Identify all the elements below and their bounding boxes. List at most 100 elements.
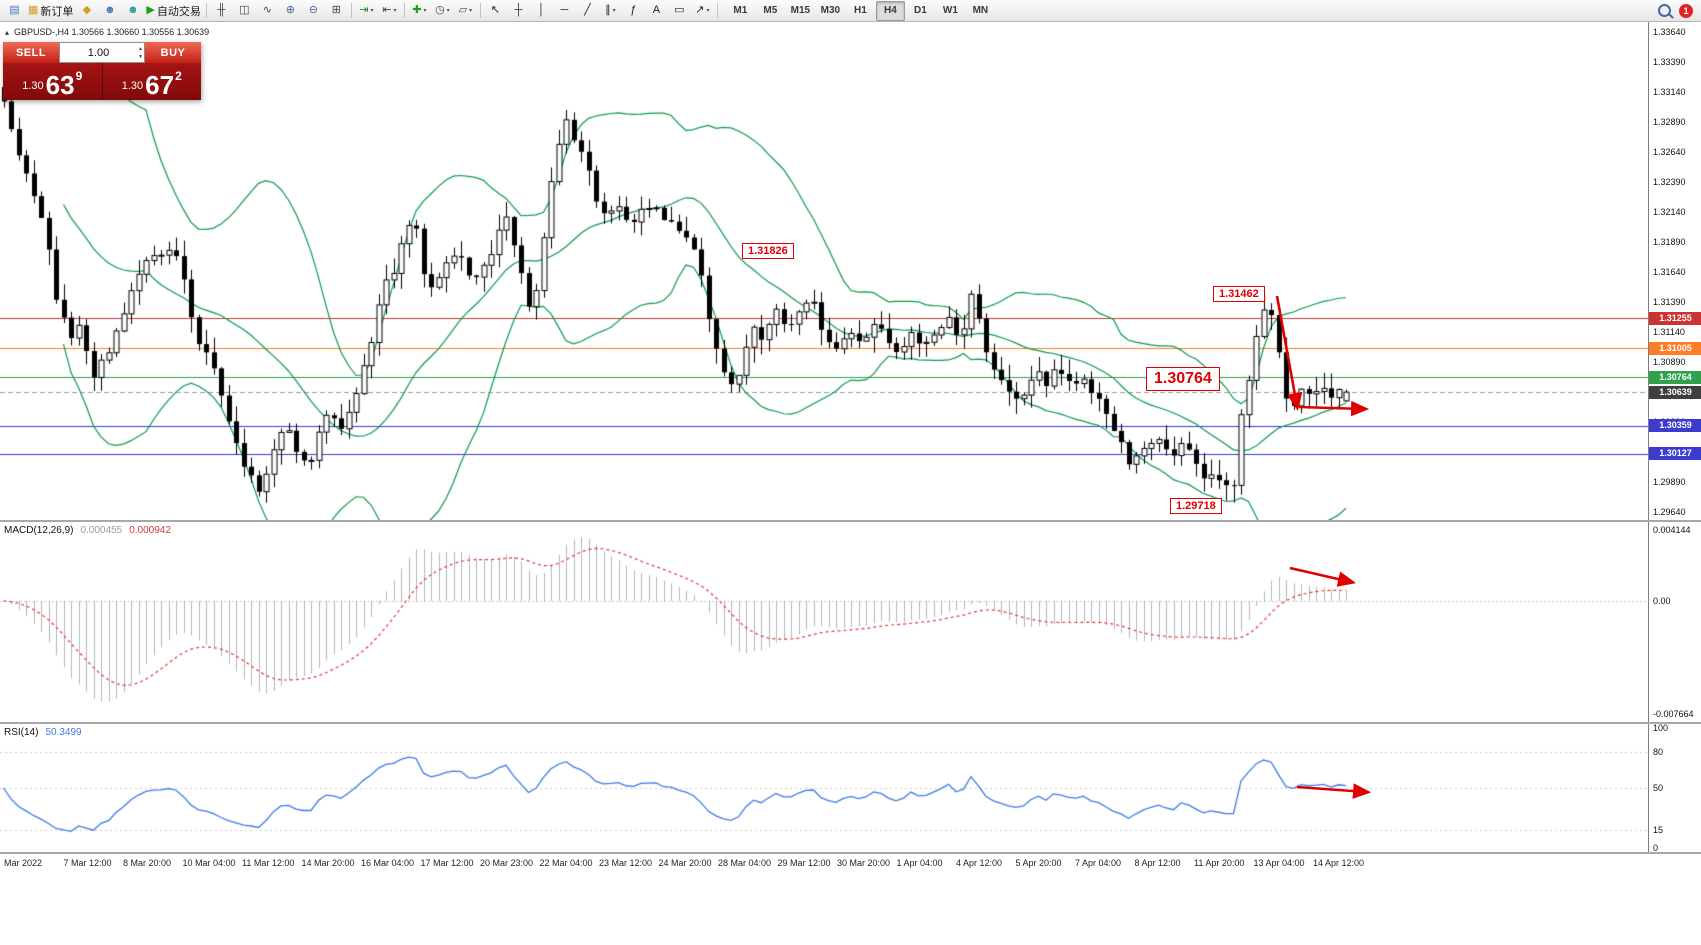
crosshair-tool-button[interactable]: ┼ — [507, 1, 530, 20]
arrows-tool-button[interactable]: ↗ ▾ — [691, 1, 714, 20]
label-tool-button[interactable]: ▭ — [668, 1, 691, 20]
timeframe-w1-button[interactable]: W1 — [942, 5, 958, 16]
bar-chart-mode-button[interactable]: ╫ — [210, 1, 233, 20]
horizontal-line-tool-button[interactable]: ─ — [553, 1, 576, 20]
symbol-ohlc-label: ▴ GBPUSD-,H4 1.30566 1.30660 1.30556 1.3… — [5, 27, 209, 37]
time-axis-label: 5 Apr 20:00 — [1015, 858, 1062, 868]
timeframe-m15-button[interactable]: M15 — [790, 5, 811, 16]
bar-chart-mode-icon: ╫ — [217, 4, 226, 16]
macd-axis[interactable]: 0.004144 0.00 -0.007664 — [1648, 522, 1701, 722]
volume-input[interactable] — [60, 42, 144, 63]
price-tick-label: 1.32890 — [1653, 117, 1686, 127]
vertical-line-tool-icon: │ — [537, 4, 545, 16]
buy-button[interactable]: BUY — [145, 42, 201, 63]
time-axis-label: 11 Mar 12:00 — [242, 858, 295, 868]
timeframe-d1-button[interactable]: D1 — [913, 5, 927, 16]
text-tool-button[interactable]: A — [645, 1, 668, 20]
zoom-out-button[interactable]: ⊖ — [302, 1, 325, 20]
price-tick-label: 1.32390 — [1653, 177, 1686, 187]
toolbar: ▤ ▦ 新订单 ◆ ☻ ☻ ▶ 自动交易 ╫ ◫ ∿ ⊕ ⊖ ⊞ ⇥ ▾ ⇤ ▾ ✚ ▾ ◷ ▾ ▱ ▾ ↖ ┼ │ ─ ╱ ∥ ▾ ƒ A ▭ ↗… — [0, 0, 1701, 22]
chart-shift-button[interactable]: ⇤ ▾ — [378, 1, 401, 20]
timeframe-m30-button[interactable]: M30 — [820, 5, 841, 16]
new-chart-button[interactable]: ▤ — [3, 1, 26, 20]
panel-separator[interactable] — [0, 520, 1701, 522]
price-annotation[interactable]: 1.31826 — [742, 243, 794, 259]
volume-field: ▲▼ — [59, 42, 145, 63]
price-tick-label: 1.32640 — [1653, 147, 1686, 157]
macd-label: MACD(12,26,9) 0.000455 0.000942 — [4, 525, 171, 536]
periods-icon: ◷ — [435, 4, 445, 16]
time-axis-label: 17 Mar 12:00 — [420, 858, 474, 868]
price-tick-label: 1.29890 — [1653, 477, 1686, 487]
autotrading-icon: ▶ — [146, 4, 155, 16]
buy-price-display[interactable]: 1.30 67 2 — [101, 63, 202, 100]
time-axis[interactable]: Mar 2022 7 Mar 12:00 8 Mar 20:00 10 Mar 04:… — [0, 854, 1701, 874]
price-tick-label: 1.31890 — [1653, 237, 1686, 247]
panel-separator[interactable] — [0, 722, 1701, 724]
new-order-icon: ▦ — [28, 4, 39, 16]
new-order-button[interactable]: ▦ 新订单 — [26, 1, 75, 20]
sell-button[interactable]: SELL — [3, 42, 59, 63]
timeframe-m1-button[interactable]: M1 — [733, 5, 748, 16]
mql-community-button[interactable]: ◆ — [75, 1, 98, 20]
panel-separator[interactable] — [0, 852, 1701, 854]
autotrading-button[interactable]: ▶ 自动交易 — [144, 1, 202, 20]
timeframe-mn-button[interactable]: MN — [972, 5, 989, 16]
rsi-axis-label: 100 — [1653, 723, 1669, 733]
templates-button[interactable]: ▱ ▾ — [454, 1, 477, 20]
rsi-axis-label: 80 — [1653, 747, 1664, 757]
symbol-ohlc-text: GBPUSD-,H4 1.30566 1.30660 1.30556 1.306… — [14, 27, 210, 37]
expert-advisors-button[interactable]: ☻ — [98, 1, 121, 20]
sell-price-display[interactable]: 1.30 63 9 — [3, 63, 102, 100]
fibonacci-tool-button[interactable]: ƒ — [622, 1, 645, 20]
toolbar-separator — [205, 3, 207, 18]
time-axis-label: 23 Mar 12:00 — [599, 858, 653, 868]
macd-signal-value: 0.000942 — [129, 525, 171, 536]
dropdown-caret-icon: ▾ — [469, 8, 473, 14]
candlestick-mode-button[interactable]: ◫ — [233, 1, 256, 20]
price-annotation[interactable]: 1.30764 — [1146, 367, 1220, 391]
rsi-axis[interactable]: 100 80 50 15 0 — [1648, 723, 1701, 853]
price-annotation[interactable]: 1.29718 — [1170, 498, 1222, 514]
tile-windows-button[interactable]: ⊞ — [325, 1, 348, 20]
price-tick-label: 1.29640 — [1653, 507, 1686, 517]
spinner-up-icon[interactable]: ▲ — [138, 45, 143, 52]
periods-button[interactable]: ◷ ▾ — [431, 1, 454, 20]
price-chart-canvas[interactable] — [0, 22, 1648, 520]
time-axis-label: 20 Mar 23:00 — [480, 858, 534, 868]
mql-community-icon: ◆ — [82, 4, 92, 16]
text-tool-icon: A — [652, 4, 661, 16]
spinner-down-icon[interactable]: ▼ — [138, 53, 143, 60]
timeframe-h4-button[interactable]: H4 — [875, 0, 905, 21]
cursor-tool-button[interactable]: ↖ — [484, 1, 507, 20]
search-icon[interactable] — [1658, 4, 1671, 17]
channel-tool-button[interactable]: ∥ ▾ — [599, 1, 622, 20]
macd-canvas[interactable] — [0, 522, 1648, 722]
macd-axis-label: 0.00 — [1653, 595, 1671, 606]
price-axis[interactable]: 1.33640 1.33390 1.33140 1.32890 1.32640 1.323… — [1648, 22, 1701, 520]
trendline-tool-button[interactable]: ╱ — [576, 1, 599, 20]
line-chart-mode-button[interactable]: ∿ — [256, 1, 279, 20]
new-chart-icon: ▤ — [9, 4, 20, 16]
timeframe-m5-button[interactable]: M5 — [763, 5, 778, 16]
notification-badge[interactable]: 1 — [1679, 3, 1693, 18]
price-tick-label: 1.30890 — [1653, 357, 1686, 367]
horizontal-line-tool-icon: ─ — [560, 4, 569, 16]
price-tick-label: 1.31390 — [1653, 297, 1686, 307]
volume-spinner[interactable]: ▲ ▼ — [138, 43, 143, 62]
one-click-toggle-icon[interactable]: ▴ — [5, 27, 10, 37]
time-axis-label: 24 Mar 20:00 — [658, 858, 712, 868]
timeframe-h1-button[interactable]: H1 — [853, 5, 867, 16]
zoom-in-button[interactable]: ⊕ — [279, 1, 302, 20]
indicators-button[interactable]: ✚ ▾ — [408, 1, 431, 20]
vertical-line-tool-button[interactable]: │ — [530, 1, 553, 20]
macd-main-value: 0.000455 — [80, 525, 123, 536]
time-axis-label: 14 Apr 12:00 — [1313, 858, 1365, 868]
auto-scroll-button[interactable]: ⇥ ▾ — [355, 1, 378, 20]
profiles-button[interactable]: ☻ — [121, 1, 144, 20]
price-annotation[interactable]: 1.31462 — [1213, 286, 1265, 302]
rsi-canvas[interactable] — [0, 724, 1648, 852]
price-tick-label: 1.33640 — [1653, 27, 1686, 37]
buy-price-prefix: 1.30 — [121, 80, 144, 92]
fibonacci-tool-icon: ƒ — [630, 4, 637, 16]
